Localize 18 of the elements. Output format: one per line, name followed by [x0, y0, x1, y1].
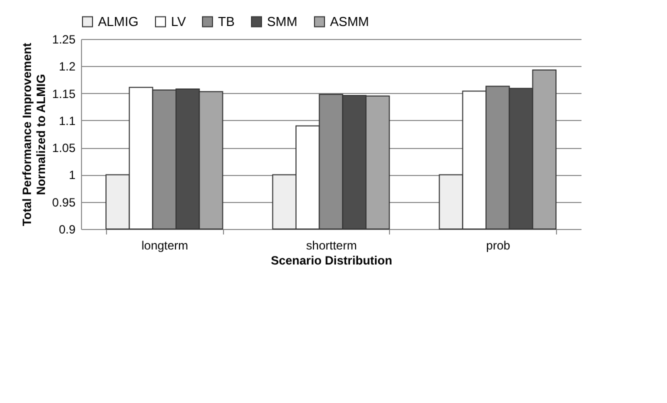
legend-label: ALMIG	[98, 14, 138, 29]
y-axis-title: Total Performance Improvement Normalized to ALMIG	[20, 42, 48, 226]
legend-label: ASMM	[330, 14, 369, 29]
y-tick-label: 1.1	[58, 114, 76, 128]
y-tick-label: 1.25	[52, 32, 76, 46]
legend-label: LV	[171, 14, 186, 29]
y-tick-label: 0.95	[52, 195, 76, 210]
x-tick-label: shortterm	[306, 238, 357, 252]
y-tick-label: 1.2	[58, 60, 76, 74]
legend-label: TB	[218, 14, 235, 29]
y-tick-label: 0.9	[58, 222, 76, 236]
x-tick-label: prob	[486, 238, 510, 252]
y-tick-label: 1	[68, 168, 76, 182]
x-tick-label: longterm	[141, 238, 188, 252]
y-tick-label: 1.15	[52, 86, 76, 101]
legend-label: SMM	[267, 14, 298, 29]
y-tick-label: 1.05	[52, 141, 76, 156]
x-axis-title: Scenario Distribution	[270, 254, 392, 268]
